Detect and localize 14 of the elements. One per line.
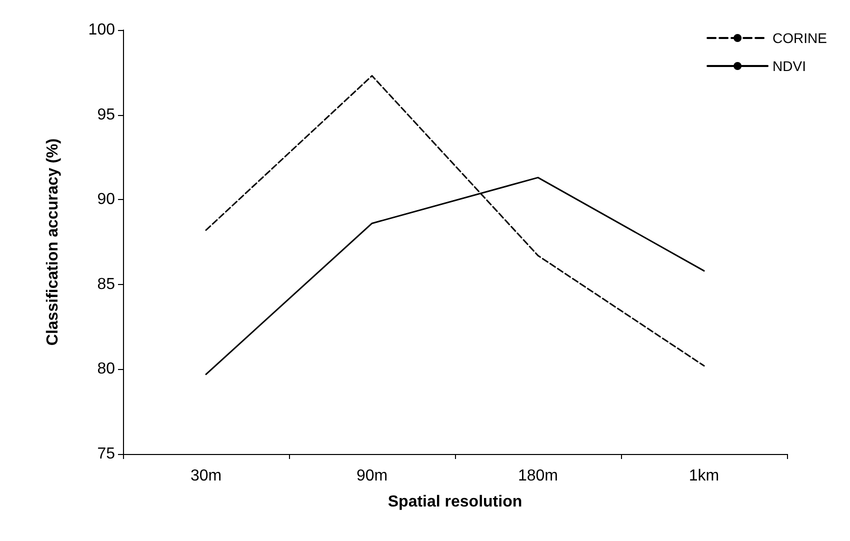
legend-label: NDVI xyxy=(772,58,806,74)
x-axis-title: Spatial resolution xyxy=(388,494,522,510)
x-tick-label: 180m xyxy=(518,468,558,484)
y-tick-label: 90 xyxy=(97,191,116,208)
x-tick-label: 90m xyxy=(356,468,388,484)
legend-label: CORINE xyxy=(772,30,828,46)
y-tick-label: 85 xyxy=(97,276,116,293)
x-tick-label: 30m xyxy=(190,468,222,484)
y-tick-label: 80 xyxy=(97,360,116,378)
y-axis-title: Classification accuracy (%) xyxy=(44,138,62,346)
y-tick-label: 75 xyxy=(97,446,116,462)
x-tick-label: 1km xyxy=(688,468,720,484)
y-tick-label: 95 xyxy=(97,106,116,124)
y-tick-label: 100 xyxy=(88,22,116,38)
